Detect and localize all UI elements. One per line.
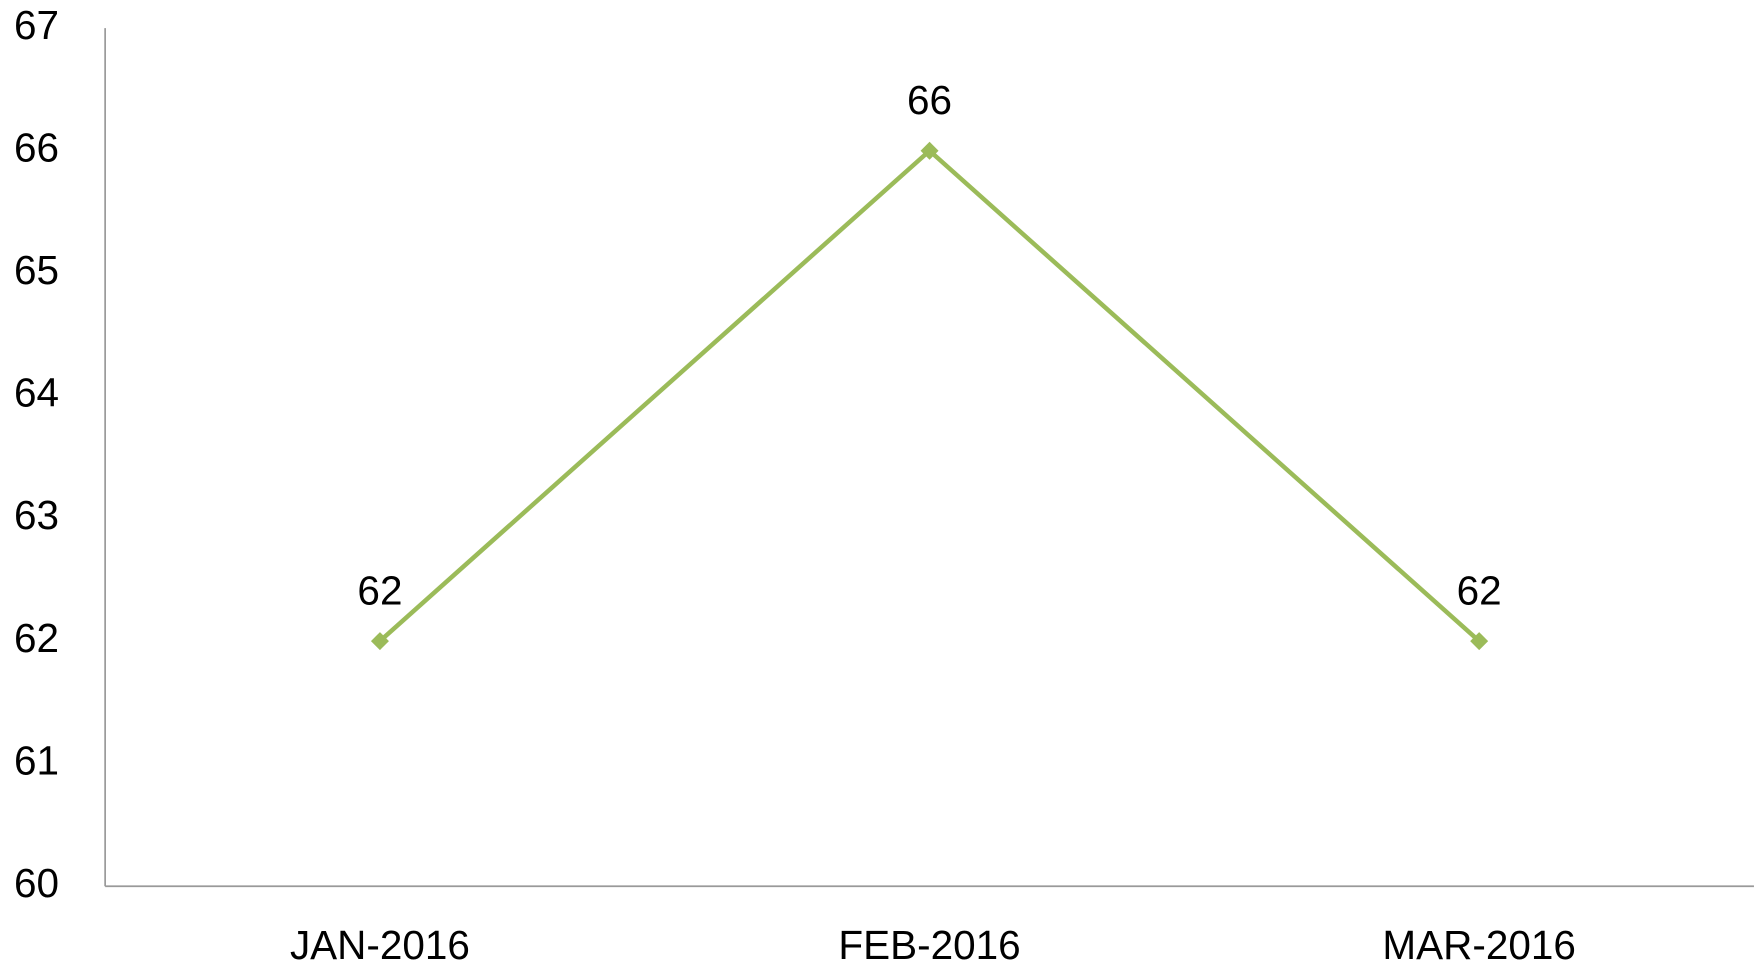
y-tick-label: 62 — [14, 615, 59, 661]
data-marker — [920, 141, 939, 160]
data-label: 62 — [357, 568, 402, 614]
x-tick-label: JAN-2016 — [290, 922, 470, 965]
y-tick-label: 60 — [14, 860, 59, 906]
data-label: 62 — [1457, 568, 1502, 614]
y-tick-label: 61 — [14, 737, 59, 783]
y-tick-label: 64 — [14, 370, 59, 416]
y-tick-label: 67 — [14, 2, 59, 48]
series-line — [378, 147, 1481, 643]
data-marker — [370, 632, 389, 651]
y-tick-label: 65 — [14, 247, 59, 293]
x-tick-label: FEB-2016 — [838, 922, 1020, 965]
x-tick-label: MAR-2016 — [1382, 922, 1575, 965]
y-tick-label: 66 — [14, 124, 59, 170]
y-tick-label: 63 — [14, 492, 59, 538]
data-label: 66 — [907, 77, 952, 123]
